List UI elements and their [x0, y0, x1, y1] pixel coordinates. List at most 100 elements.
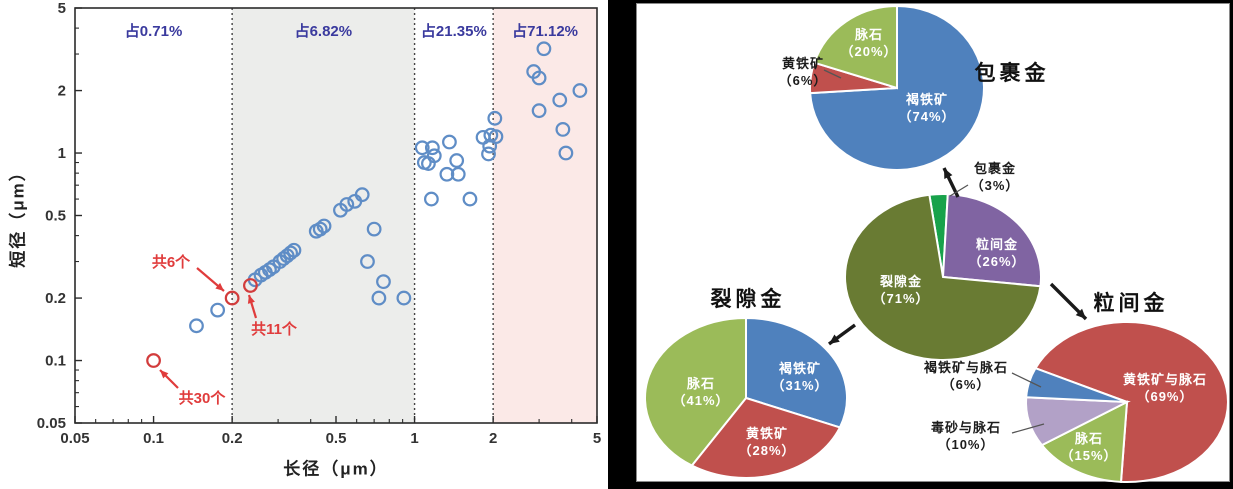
scatter-point — [366, 221, 382, 237]
scatter-point — [423, 191, 439, 207]
slice-pct: （31%） — [771, 378, 829, 393]
zone-band-1 — [232, 8, 415, 423]
zone-label-0: 占0.71% — [125, 22, 183, 40]
scatter-point — [396, 290, 412, 306]
label-leader-line-3 — [1011, 423, 1045, 434]
slice-pct: （69%） — [1136, 389, 1194, 404]
scatter-point — [360, 254, 375, 269]
pie-slice-label-huangtiekuang-6: 黄铁矿 （6%） — [779, 56, 828, 90]
annotation-text-0: 共30个 — [179, 389, 227, 407]
slice-name: 脉石 — [1074, 431, 1103, 447]
pie-slice-label-huangtiekuang-maishi-69: 黄铁矿与脉石 （69%） — [1123, 372, 1207, 406]
x-tick-label: 0.5 — [326, 430, 347, 447]
pie-title-lijianjin: 粒间金 — [1093, 292, 1169, 315]
x-tick-label: 0.05 — [60, 430, 89, 447]
slice-name: 包裹金 — [973, 161, 1017, 177]
y-tick-label: 0.2 — [45, 290, 66, 307]
slice-pct: （15%） — [1060, 448, 1118, 463]
y-axis-title: 短径（μm） — [8, 162, 28, 268]
annotation-text-2: 共11个 — [251, 320, 298, 338]
y-tick-label: 1 — [58, 145, 66, 162]
scatter-point — [189, 318, 204, 334]
scatter-point — [555, 121, 571, 137]
slice-name: 褐铁矿与脉石 — [923, 360, 1009, 376]
pie-slice-label-maishi-20: 脉石 （20%） — [840, 27, 897, 61]
slice-pct: （20%） — [840, 44, 898, 59]
slice-name: 脉石 — [854, 27, 883, 43]
slice-name: 褐铁矿 — [778, 361, 821, 377]
x-tick-label: 5 — [593, 430, 601, 447]
slice-name: 黄铁矿与脉石 — [1122, 372, 1208, 388]
x-tick-label: 0.2 — [222, 430, 243, 447]
pie-slice-label-dusha-maishi-10: 毒砂与脉石 （10%） — [931, 420, 1001, 454]
slice-name: 粒间金 — [975, 237, 1018, 253]
pie-4-slice-3 — [1025, 366, 1128, 403]
scatter-point — [487, 110, 503, 126]
zone-label-1: 占6.82% — [295, 22, 353, 40]
scatter-point — [462, 191, 478, 207]
arrow-to-liexijin-head — [829, 334, 840, 344]
slice-pct: （6%） — [941, 377, 991, 392]
pie-slice-label-baoguojin-3: 包裹金 （3%） — [971, 161, 1020, 195]
scatter-point — [354, 187, 370, 203]
pie-slice-label-hetiekuang-31: 褐铁矿 （31%） — [771, 361, 828, 395]
pie-slice-label-maishi-41: 脉石 （41%） — [672, 376, 729, 410]
slice-pct: （71%） — [872, 291, 930, 306]
scatter-point-flagged — [243, 278, 258, 293]
slice-pct: （26%） — [968, 254, 1026, 269]
y-tick-label: 0.05 — [37, 415, 66, 432]
scatter-point — [416, 155, 432, 170]
pie-3-slice-2 — [644, 316, 747, 467]
scatter-point — [286, 242, 302, 258]
scatter-point — [371, 290, 387, 306]
annotation-text-1: 共6个 — [152, 253, 191, 271]
pie-title-baoguojin: 包裹金 — [974, 62, 1050, 85]
slice-pct: （74%） — [898, 109, 956, 124]
scatter-point — [531, 70, 547, 86]
slice-name: 褐铁矿 — [905, 92, 948, 108]
label-leader-line-0 — [823, 69, 842, 79]
scatter-point — [316, 218, 332, 234]
pie-2-slice-1 — [941, 193, 1042, 288]
pie-2-slice-2 — [844, 193, 1042, 361]
annotation-arrow-0-head — [160, 370, 169, 379]
slice-pct: （3%） — [970, 178, 1020, 193]
arrow-to-lijianjin-head — [1075, 308, 1086, 319]
scatter-point — [488, 129, 504, 145]
slice-name: 黄铁矿 — [745, 426, 788, 442]
scatter-point — [376, 274, 391, 290]
label-leader-line-1 — [949, 184, 969, 197]
pie-slice-label-liexijin-71: 裂隙金 （71%） — [872, 274, 929, 308]
x-tick-label: 1 — [410, 430, 418, 447]
y-tick-label: 0.1 — [45, 353, 66, 370]
y-tick-label: 2 — [58, 83, 66, 100]
slice-pct: （6%） — [778, 73, 828, 88]
scatter-point — [424, 140, 440, 156]
scatter-point — [449, 153, 465, 168]
pie-4-slice-0 — [1033, 321, 1229, 483]
annotation-arrow-1-head — [215, 282, 224, 291]
pie-slice-label-hetiekuang-maishi-6: 褐铁矿与脉石 （6%） — [924, 360, 1008, 394]
scatter-point — [481, 146, 496, 162]
slice-name: 毒砂与脉石 — [930, 420, 1002, 436]
pie-1-slice-2 — [812, 4, 898, 90]
pie-3-slice-0 — [745, 316, 848, 429]
slice-pct: （41%） — [672, 393, 730, 408]
scatter-point — [442, 134, 457, 150]
x-tick-label: 2 — [489, 430, 497, 447]
scatter-point — [283, 245, 299, 261]
scatter-chart: 0.05 0.1 0.2 0.5 1 2 5 0.05 0.1 0.2 0.5 1 2 5 占0.71% 占6… — [37, 0, 601, 447]
annotation-arrow-2-head — [247, 295, 255, 304]
scatter-point — [572, 83, 588, 98]
arrow-to-baoguojin-head — [944, 168, 953, 179]
x-axis-title: 长径（μm） — [283, 459, 389, 479]
scatter-point — [210, 302, 226, 318]
scatter-point — [552, 92, 568, 108]
scatter-point — [536, 41, 552, 57]
scatter-point — [531, 103, 547, 119]
pie-slice-label-hetiekuang-74: 褐铁矿 （74%） — [898, 92, 955, 126]
pie-title-liexijin: 裂隙金 — [710, 288, 786, 311]
scatter-point-flagged — [224, 290, 240, 306]
